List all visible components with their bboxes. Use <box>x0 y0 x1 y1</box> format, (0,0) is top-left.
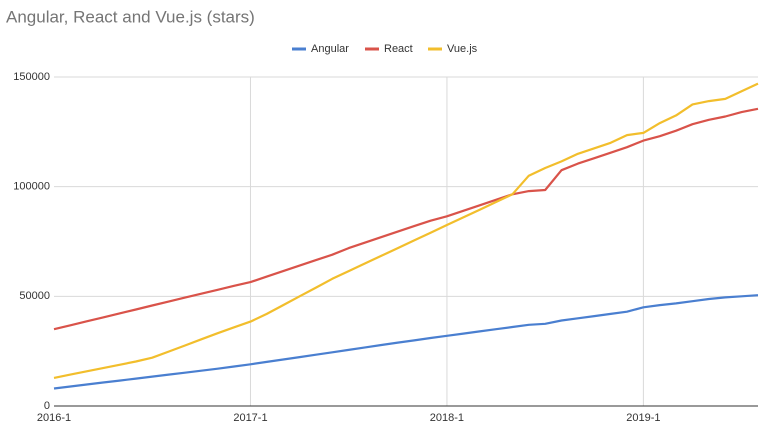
line-series <box>53 107 759 331</box>
x-tick-label: 2019-1 <box>626 412 660 424</box>
y-tick-label: 50000 <box>19 290 50 302</box>
y-tick-label: 150000 <box>13 71 50 83</box>
x-tick-label: 2017-1 <box>233 412 267 424</box>
x-tick-label: 2018-1 <box>430 412 464 424</box>
chart-title: Angular, React and Vue.js (stars) <box>6 7 255 26</box>
legend-label: Vue.js <box>447 43 478 55</box>
legend-label: React <box>384 43 413 55</box>
legend-label: Angular <box>311 43 349 55</box>
y-tick-label: 100000 <box>13 181 50 193</box>
y-tick-label: 0 <box>44 400 50 412</box>
x-tick-label: 2016-1 <box>37 412 71 424</box>
line-series <box>53 82 759 379</box>
line-series <box>53 294 759 390</box>
